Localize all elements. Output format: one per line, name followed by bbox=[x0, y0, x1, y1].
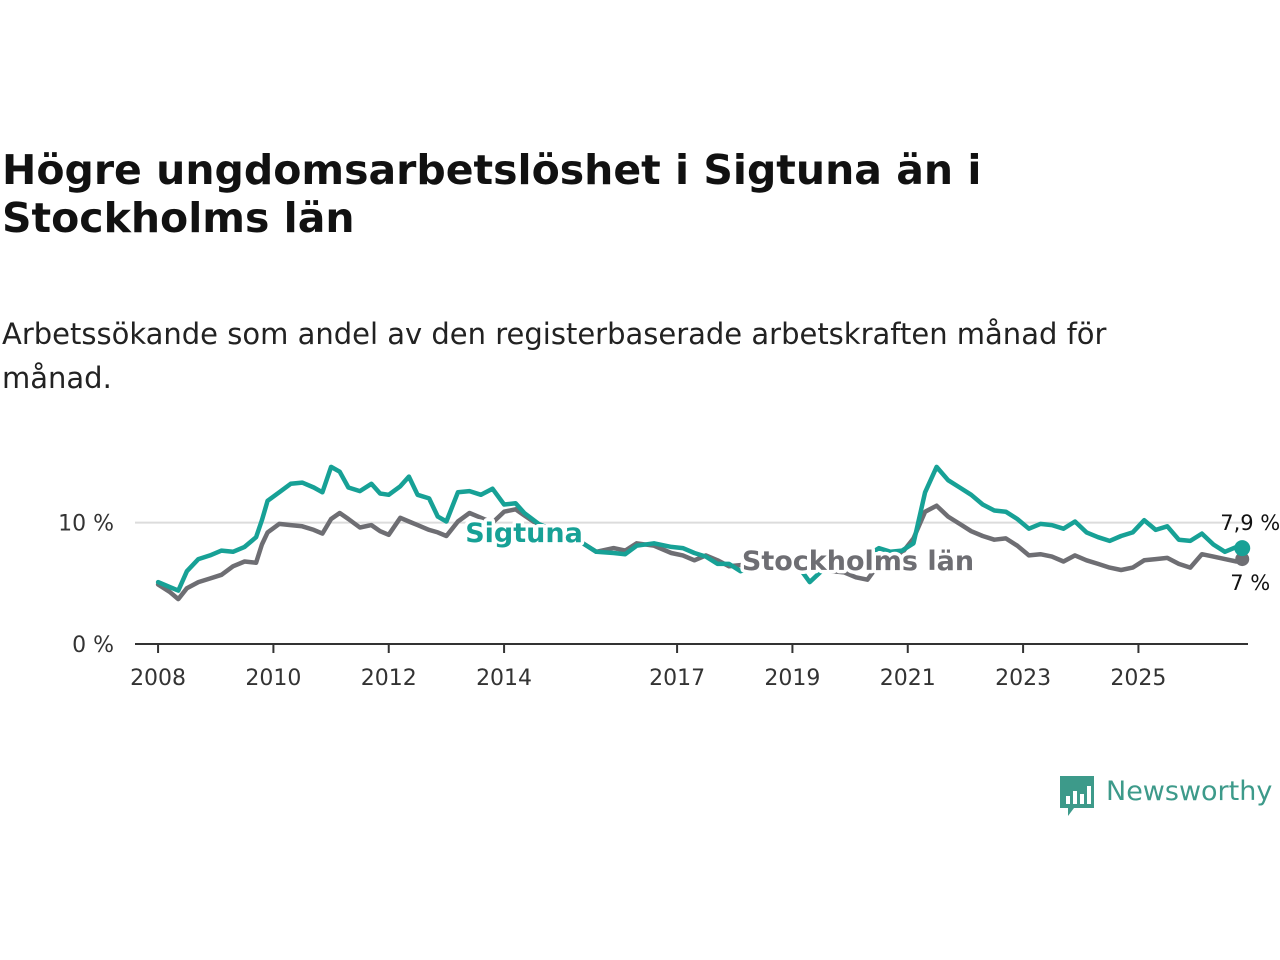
newsworthy-logo: Newsworthy bbox=[1058, 774, 1280, 820]
bar-chart-icon bbox=[1060, 776, 1094, 816]
series-end-dot bbox=[1235, 552, 1250, 567]
x-tick-label: 2017 bbox=[649, 666, 705, 691]
series-end-label: 7 % bbox=[1230, 571, 1270, 595]
series-end-dot bbox=[1234, 540, 1251, 557]
x-tick-label: 2025 bbox=[1110, 666, 1166, 691]
x-tick-label: 2012 bbox=[361, 666, 417, 691]
x-tick-label: 2023 bbox=[995, 666, 1051, 691]
x-tick-label: 2019 bbox=[764, 666, 820, 691]
x-tick-label: 2010 bbox=[245, 666, 301, 691]
x-tick-label: 2008 bbox=[130, 666, 186, 691]
line-chart: 7,9 % 7 % Sigtuna Stockholms län 0 % 10 % 200… bbox=[58, 464, 1280, 691]
series-end-label: 7,9 % bbox=[1220, 511, 1280, 535]
series-labels: 7,9 % 7 % Sigtuna Stockholms län bbox=[462, 511, 1280, 595]
series-line bbox=[155, 464, 1245, 593]
x-tick-label: 2014 bbox=[476, 666, 532, 691]
chart-subtitle: Arbetssökande som andel av den registerb… bbox=[2, 317, 1107, 395]
brand-name: Newsworthy bbox=[1106, 776, 1273, 807]
y-tick-label: 10 % bbox=[58, 512, 114, 537]
series-name-label: Stockholms län bbox=[742, 546, 974, 577]
series-lines bbox=[155, 464, 1251, 602]
chart-title: Högre ungdomsarbetslöshet i Sigtuna än i… bbox=[2, 146, 982, 242]
series-line bbox=[155, 503, 1245, 602]
axes: 0 % 10 % 2008 2010 2012 2014 2017 2019 2021 2023 2… bbox=[58, 512, 1248, 691]
y-tick-label: 0 % bbox=[72, 633, 114, 658]
series-name-label: Sigtuna bbox=[465, 518, 583, 549]
x-tick-label: 2021 bbox=[880, 666, 936, 691]
